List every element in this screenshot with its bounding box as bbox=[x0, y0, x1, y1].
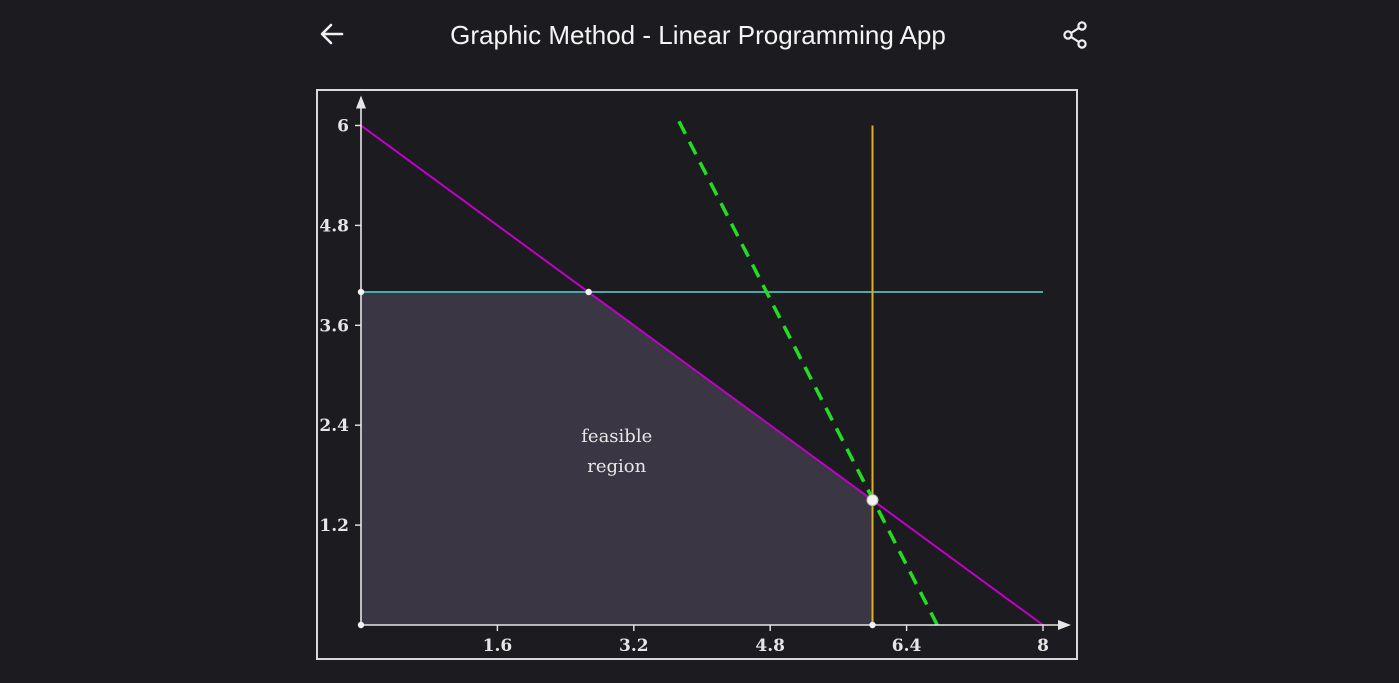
y-tick-label: 6 bbox=[337, 117, 349, 137]
share-icon bbox=[1063, 21, 1087, 49]
x-axis-arrow-icon bbox=[1058, 620, 1071, 630]
app-bar: Graphic Method - Linear Programming App bbox=[0, 0, 1399, 70]
objective-line-dashed bbox=[677, 120, 939, 626]
back-button[interactable] bbox=[316, 18, 348, 50]
x-tick-label: 4.8 bbox=[755, 636, 785, 656]
y-tick-label: 1.2 bbox=[319, 516, 349, 536]
y-tick-label: 2.4 bbox=[319, 416, 349, 436]
x-tick-label: 1.6 bbox=[483, 636, 513, 656]
x-tick-label: 8 bbox=[1037, 636, 1049, 656]
arrow-left-icon bbox=[320, 23, 344, 45]
y-tick-label: 3.6 bbox=[319, 316, 349, 336]
vertex-point bbox=[585, 288, 592, 296]
constraint-line-purple bbox=[360, 124, 1044, 626]
vertex-point bbox=[869, 621, 876, 629]
graph-frame bbox=[316, 89, 1078, 660]
feasible-region bbox=[361, 292, 873, 625]
vertex-point bbox=[357, 288, 365, 296]
page-title: Graphic Method - Linear Programming App bbox=[450, 20, 946, 50]
feasible-region-label: region bbox=[587, 456, 646, 477]
y-axis-arrow-icon bbox=[356, 95, 366, 109]
y-tick-label: 4.8 bbox=[319, 216, 349, 236]
share-button[interactable] bbox=[1058, 18, 1092, 52]
vertex-point bbox=[357, 621, 365, 629]
x-tick-label: 6.4 bbox=[892, 636, 922, 656]
feasible-region-label: feasible bbox=[581, 426, 652, 447]
optimal-point bbox=[866, 494, 879, 507]
x-tick-label: 3.2 bbox=[619, 636, 649, 656]
